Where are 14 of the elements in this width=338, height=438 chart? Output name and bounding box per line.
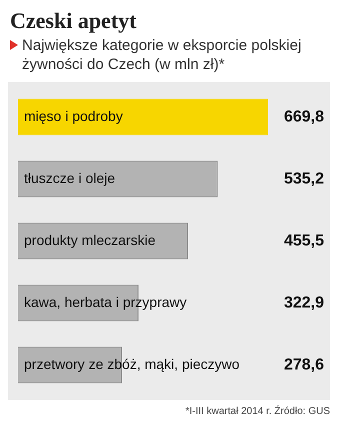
data-label: 669,8 (284, 108, 324, 126)
data-label: 278,6 (284, 356, 324, 374)
y-tick-label: mięso i podroby (24, 108, 123, 124)
data-label: 322,9 (284, 294, 324, 312)
data-label: 455,5 (284, 232, 324, 250)
y-tick-label: kawa, herbata i przyprawy (24, 294, 187, 310)
chart-title: Czeski apetyt (10, 8, 138, 34)
y-tick-label: produkty mleczarskie (24, 232, 156, 248)
data-label: 535,2 (284, 170, 324, 188)
y-tick-label: tłuszcze i oleje (24, 170, 116, 186)
chart-subtitle: Największe kategorie w eksporcie polskiej żywności do Czech (w mln zł)* (22, 36, 302, 74)
y-tick-label: przetwory ze zbóż, mąki, pieczywo (24, 356, 240, 372)
bar (18, 98, 268, 136)
text: *I-III kwartał 2014 r. Źródło: GUS (184, 406, 330, 417)
